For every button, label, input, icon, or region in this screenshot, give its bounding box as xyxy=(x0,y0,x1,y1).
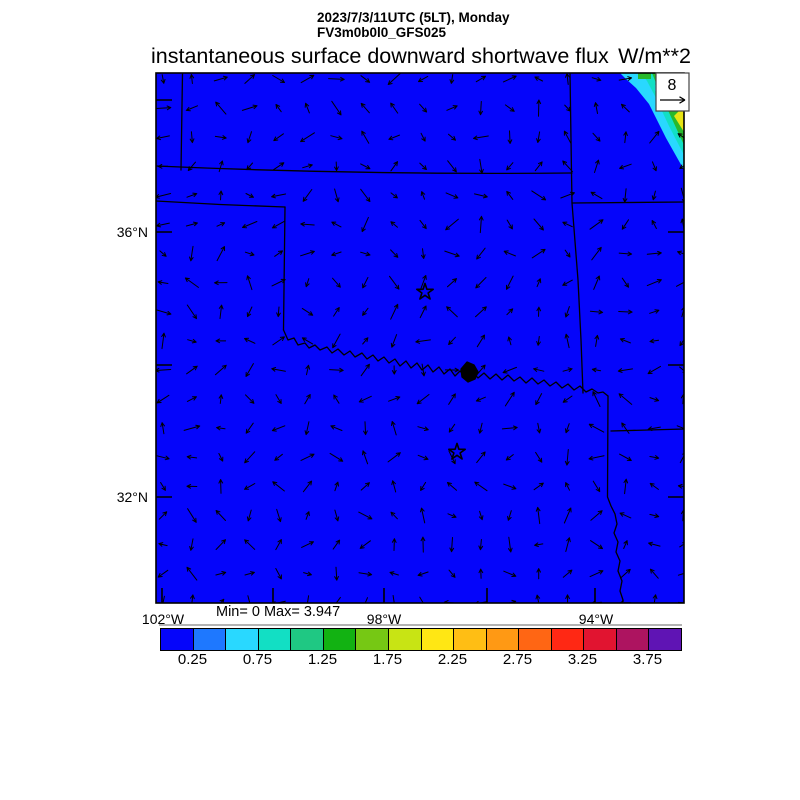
model-run-label: FV3m0b0l0_GFS025 xyxy=(317,25,447,40)
colorbar-top-rule xyxy=(159,624,682,626)
colorbar-segment-1 xyxy=(192,629,226,650)
colorbar-segment-10 xyxy=(485,629,519,650)
colorbar-tick-label-3.75: 3.75 xyxy=(632,651,663,668)
lat-tick-label-32n: 32°N xyxy=(116,489,148,505)
colorbar-segment-5 xyxy=(322,629,356,650)
colorbar-segment-9 xyxy=(453,629,486,650)
colorbar-segment-0 xyxy=(161,629,193,650)
vector-legend-box: 8 xyxy=(655,72,690,112)
colorbar-segment-2 xyxy=(225,629,258,650)
colorbar-segment-13 xyxy=(583,629,616,650)
colorbar xyxy=(160,628,682,651)
colorbar-tick-label-0.75: 0.75 xyxy=(242,651,273,668)
lon-tick-label-102w: 102°W xyxy=(141,611,185,627)
map-field-fill xyxy=(156,73,684,603)
colorbar-tick-label-0.25: 0.25 xyxy=(177,651,208,668)
colorbar-segment-12 xyxy=(550,629,584,650)
units-label: W/m**2 xyxy=(618,44,691,68)
colorbar-segment-4 xyxy=(290,629,323,650)
star-marker-2 xyxy=(448,442,466,460)
colorbar-tick-label-3.25: 3.25 xyxy=(567,651,598,668)
lat-tick-label-36n: 36°N xyxy=(116,224,148,240)
wind-barbs-layer xyxy=(156,73,684,603)
colorbar-segment-15 xyxy=(648,629,681,650)
colorbar-tick-labels: 0.25 0.75 1.25 1.75 2.25 2.75 3.25 3.75 xyxy=(0,651,800,669)
colorbar-segment-3 xyxy=(257,629,291,650)
city-star-markers xyxy=(416,282,466,460)
star-marker-1 xyxy=(416,282,434,300)
colorbar-segment-6 xyxy=(355,629,388,650)
vector-legend-arrow-icon xyxy=(660,96,686,104)
colorbar-tick-label-2.75: 2.75 xyxy=(502,651,533,668)
lon-tick-label-98w: 98°W xyxy=(366,611,402,627)
colorbar-segment-8 xyxy=(420,629,454,650)
vector-legend-value: 8 xyxy=(668,77,677,94)
map-frame xyxy=(155,72,685,604)
colorbar-segment-7 xyxy=(387,629,421,650)
colorbar-tick-label-2.25: 2.25 xyxy=(437,651,468,668)
minmax-stats: Min= 0 Max= 3.947 xyxy=(216,604,341,620)
valid-time-label: 2023/7/3/11UTC (5LT), Monday xyxy=(317,10,510,25)
colorbar-segment-11 xyxy=(518,629,551,650)
colorbar-tick-label-1.75: 1.75 xyxy=(372,651,403,668)
lon-tick-label-94w: 94°W xyxy=(578,611,614,627)
state-borders xyxy=(156,73,684,603)
plot-title: instantaneous surface downward shortwave… xyxy=(151,44,609,68)
colorbar-tick-label-1.25: 1.25 xyxy=(307,651,338,668)
colorbar-segment-14 xyxy=(615,629,649,650)
